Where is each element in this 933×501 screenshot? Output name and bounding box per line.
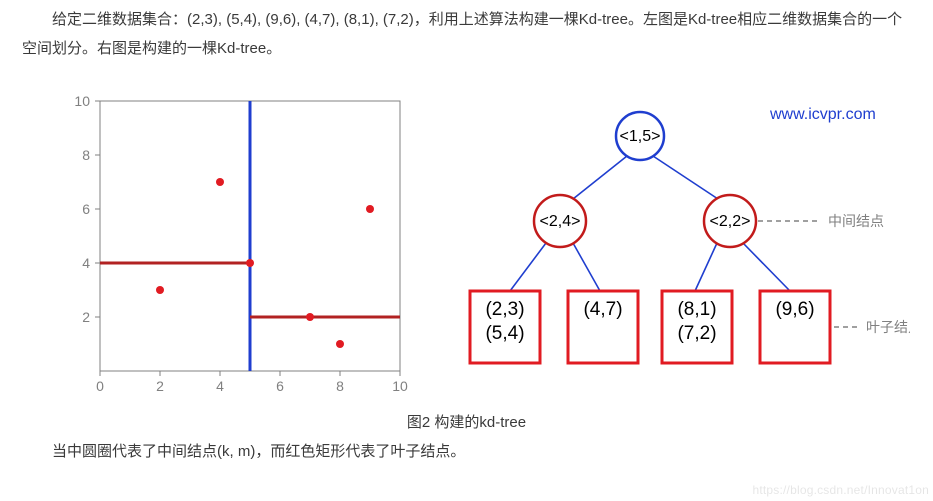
svg-text:10: 10: [392, 378, 408, 391]
figures-row: 0 2 4 6 8 10 2 4 6 8 10 www.icvpr.com <1,5> <2,4> <2,…: [50, 91, 911, 391]
partition-chart: 0 2 4 6 8 10 2 4 6 8 10: [50, 91, 430, 391]
svg-text:4: 4: [216, 378, 224, 391]
intro-paragraph: 给定二维数据集合：(2,3), (5,4), (9,6), (4,7), (8,…: [22, 6, 911, 63]
partition-chart-svg: 0 2 4 6 8 10 2 4 6 8 10: [50, 91, 430, 391]
svg-text:8: 8: [82, 147, 90, 163]
legend-paragraph: 当中圆圈代表了中间结点(k, m)，而红色矩形代表了叶子结点。: [22, 438, 911, 467]
svg-text:(9,6): (9,6): [775, 299, 814, 320]
watermark: https://blog.csdn.net/Innovat1on: [752, 483, 929, 497]
svg-text:(8,1): (8,1): [677, 299, 716, 320]
kdtree-diagram: www.icvpr.com <1,5> <2,4> <2,2> (2,3) (5,4) (4…: [440, 91, 910, 391]
svg-text:(2,3): (2,3): [485, 299, 524, 320]
figure-caption: 图2 构建的kd-tree: [22, 411, 911, 432]
svg-text:8: 8: [336, 378, 344, 391]
svg-text:(5,4): (5,4): [485, 323, 524, 344]
page-body: 给定二维数据集合：(2,3), (5,4), (9,6), (4,7), (8,…: [0, 0, 933, 479]
svg-text:<2,4>: <2,4>: [540, 213, 581, 230]
svg-text:4: 4: [82, 255, 90, 271]
svg-text:叶子结点: 叶子结点: [866, 319, 910, 335]
svg-text:(7,2): (7,2): [677, 323, 716, 344]
svg-text:(4,7): (4,7): [583, 299, 622, 320]
svg-text:6: 6: [276, 378, 284, 391]
svg-text:2: 2: [82, 309, 90, 325]
svg-text:<2,2>: <2,2>: [710, 213, 751, 230]
svg-text:中间结点: 中间结点: [828, 213, 884, 229]
svg-text:<1,5>: <1,5>: [620, 128, 661, 145]
svg-text:0: 0: [96, 378, 104, 391]
svg-text:6: 6: [82, 201, 90, 217]
svg-text:2: 2: [156, 378, 164, 391]
intro-part-a: 给定二维数据集合：: [52, 11, 187, 28]
svg-text:www.icvpr.com: www.icvpr.com: [769, 106, 876, 123]
svg-text:10: 10: [74, 93, 90, 109]
kdtree-svg: www.icvpr.com <1,5> <2,4> <2,2> (2,3) (5,4) (4…: [440, 91, 910, 391]
data-points: (2,3), (5,4), (9,6), (4,7), (8,1), (7,2): [187, 11, 414, 28]
